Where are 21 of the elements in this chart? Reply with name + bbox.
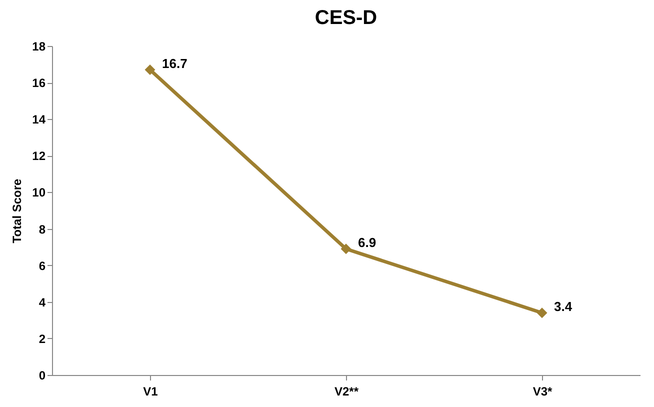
y-tick-label: 14 — [32, 112, 46, 127]
y-tick-label: 10 — [32, 186, 46, 200]
x-tick-label: V3* — [532, 384, 552, 398]
y-tick-label: 8 — [38, 222, 46, 236]
y-tick-label: 16 — [32, 76, 46, 90]
y-tick-label: 0 — [38, 368, 46, 382]
y-tick-label: 2 — [38, 332, 46, 346]
point — [144, 64, 156, 76]
y-tick-label: 18 — [32, 40, 46, 54]
x-tick-label: V2** — [334, 384, 359, 398]
point — [340, 244, 352, 254]
y-tick-label: 4 — [38, 295, 46, 310]
chart-title: CES-D — [314, 7, 378, 29]
data-label: 3.4 — [554, 298, 573, 314]
x-tick-label: V1 — [143, 384, 158, 398]
data-label: 6.9 — [358, 234, 376, 250]
data-label: 16.7 — [162, 56, 188, 71]
y-tick-label: 6 — [38, 258, 46, 273]
y-axis-title: Total Score — [10, 178, 24, 244]
y-tick-label: 12 — [32, 149, 46, 164]
point — [536, 308, 548, 318]
